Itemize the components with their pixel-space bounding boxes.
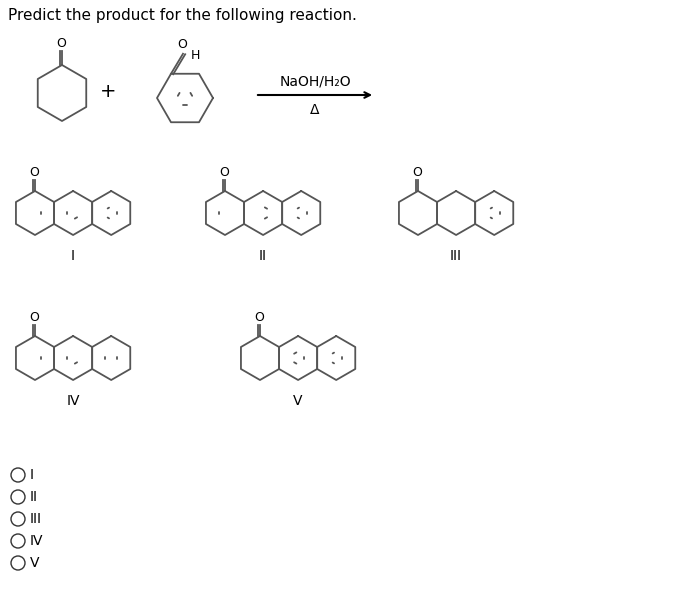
Text: I: I (71, 249, 75, 263)
Text: O: O (219, 166, 229, 179)
Text: NaOH/H₂O: NaOH/H₂O (279, 74, 351, 88)
Text: II: II (30, 490, 38, 504)
Text: IV: IV (30, 534, 43, 548)
Text: V: V (30, 556, 39, 570)
Text: O: O (29, 166, 38, 179)
Text: O: O (412, 166, 421, 179)
Text: O: O (254, 311, 264, 324)
Text: I: I (30, 468, 34, 482)
Text: O: O (29, 311, 38, 324)
Text: III: III (450, 249, 462, 263)
Text: Δ: Δ (310, 103, 320, 117)
Text: IV: IV (66, 394, 80, 408)
Text: V: V (293, 394, 303, 408)
Text: O: O (177, 38, 187, 51)
Text: II: II (259, 249, 267, 263)
Text: +: + (100, 82, 116, 101)
Text: H: H (191, 49, 200, 63)
Text: O: O (56, 37, 66, 50)
Text: Predict the product for the following reaction.: Predict the product for the following re… (8, 8, 357, 23)
Text: III: III (30, 512, 42, 526)
